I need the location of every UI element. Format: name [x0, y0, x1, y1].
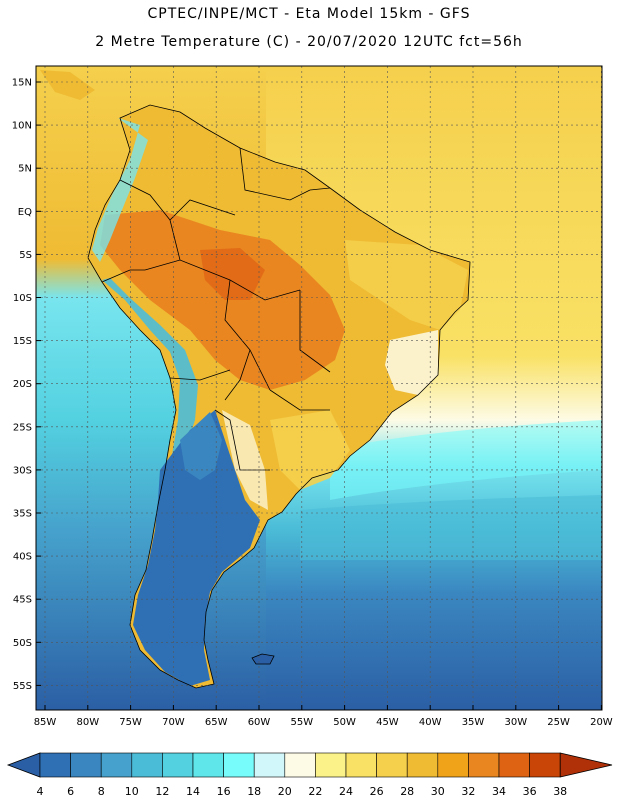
lat-label: 20S [13, 379, 32, 390]
colorbar-arrow-right [559, 752, 613, 778]
lon-label: 75W [119, 717, 142, 728]
lon-label: 20W [590, 717, 613, 728]
colorbar-swatch [162, 752, 194, 778]
colorbar-swatch [498, 752, 530, 778]
colorbar-labels: 4 6 8 10 12 14 16 18 20 22 24 26 28 30 32 34 36 38 [37, 785, 568, 798]
lat-label: 10N [12, 121, 32, 132]
latitude-labels: 15N 10N 5N EQ 5S 10S 15S 20S 25S 30S 35S 40S 45S 50S 5… [12, 78, 41, 692]
colorbar-swatch [315, 752, 347, 778]
lat-label: 50S [13, 638, 32, 649]
lon-label: 55W [290, 717, 313, 728]
colorbar-swatch [468, 752, 500, 778]
lat-label: 10S [13, 293, 32, 304]
lat-label: 45S [13, 595, 32, 606]
map-frame [35, 65, 603, 711]
colorbar-swatch [529, 752, 561, 778]
colorbar-swatch [406, 752, 439, 778]
colorbar-label: 14 [186, 785, 200, 798]
lon-label: 25W [547, 717, 570, 728]
longitude-labels: 85W 80W 75W 70W 65W 60W 55W 50W 45W 40W 35W 30W 25W 2… [34, 705, 613, 728]
colorbar-label: 38 [553, 785, 567, 798]
lat-label: 35S [13, 509, 32, 520]
colorbar-label: 28 [400, 785, 414, 798]
colorbar-label: 32 [461, 785, 475, 798]
colorbar-label: 22 [308, 785, 322, 798]
lat-label: 5S [19, 250, 32, 261]
colorbar-swatch [192, 752, 224, 778]
patagonia-cool-region [133, 410, 260, 686]
colorbar-swatch [131, 752, 163, 778]
lon-label: 50W [333, 717, 356, 728]
lat-label: 30S [13, 465, 32, 476]
amazon-warm-region [100, 210, 345, 390]
colorbar-swatch [437, 752, 469, 778]
colorbar-label: 18 [247, 785, 261, 798]
lon-label: 60W [248, 717, 271, 728]
graticule-grid [36, 66, 602, 710]
lat-label: 25S [13, 422, 32, 433]
colorbar-label: 10 [125, 785, 139, 798]
lat-label: EQ [18, 207, 32, 218]
colorbar-label: 24 [339, 785, 353, 798]
lon-label: 85W [34, 717, 57, 728]
colorbar-label: 26 [370, 785, 384, 798]
lon-label: 80W [76, 717, 99, 728]
colorbar-label: 16 [217, 785, 231, 798]
lat-label: 55S [13, 681, 32, 692]
lon-label: 30W [504, 717, 527, 728]
colorbar-label: 30 [431, 785, 445, 798]
lat-label: 15S [13, 336, 32, 347]
colorbar [6, 752, 613, 778]
colorbar-swatch [253, 752, 286, 778]
colorbar-label: 36 [523, 785, 537, 798]
lon-label: 40W [419, 717, 442, 728]
colorbar-swatch [70, 752, 102, 778]
lon-label: 45W [376, 717, 399, 728]
colorbar-label: 8 [98, 785, 105, 798]
colorbar-swatch [100, 752, 133, 778]
lat-label: 15N [12, 78, 32, 89]
colorbar-label: 12 [155, 785, 169, 798]
colorbar-arrow-left [6, 752, 41, 778]
colorbar-label: 6 [67, 785, 74, 798]
colorbar-swatch [284, 752, 316, 778]
map-title: CPTEC/INPE/MCT - Eta Model 15km - GFS [147, 6, 471, 22]
colorbar-label: 4 [37, 785, 44, 798]
colorbar-swatch [345, 752, 377, 778]
colorbar-swatch [223, 752, 255, 778]
map-subtitle: 2 Metre Temperature (C) - 20/07/2020 12U… [95, 34, 523, 50]
lon-label: 70W [162, 717, 185, 728]
lon-label: 65W [205, 717, 228, 728]
lat-label: 5N [18, 164, 32, 175]
colorbar-swatch [376, 752, 408, 778]
colorbar-label: 34 [492, 785, 506, 798]
lat-label: 40S [13, 552, 32, 563]
colorbar-swatch [39, 752, 71, 778]
colorbar-label: 20 [278, 785, 292, 798]
lon-label: 35W [462, 717, 485, 728]
